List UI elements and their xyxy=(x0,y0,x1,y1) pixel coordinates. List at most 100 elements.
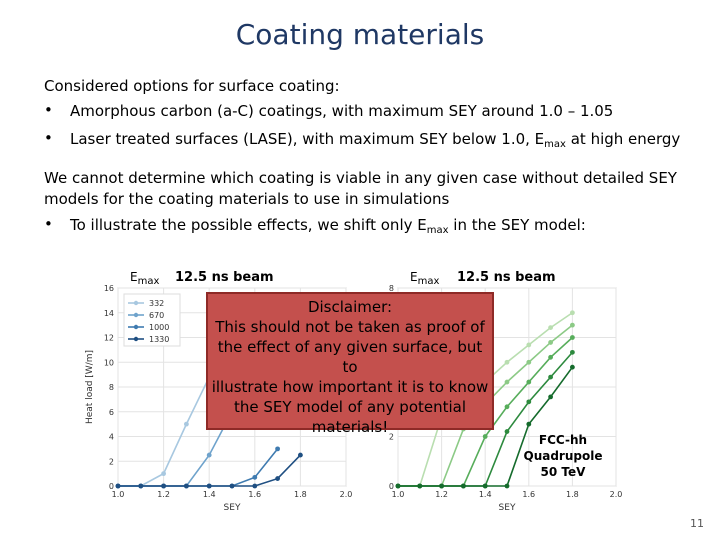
paragraph-line-2: models for the coating materials to use … xyxy=(44,190,450,208)
data-point xyxy=(138,483,144,489)
data-point xyxy=(184,483,189,489)
legend-box xyxy=(123,293,181,347)
data-point xyxy=(504,359,510,365)
data-point xyxy=(504,483,510,489)
data-point xyxy=(548,340,553,345)
intro-text: Considered options for surface coating: xyxy=(44,77,340,95)
bullet-marker: • xyxy=(44,101,53,119)
disclaimer-line: the SEY model of any potential xyxy=(233,398,467,416)
bullet-acoating: Amorphous carbon (a-C) coatings, with ma… xyxy=(70,102,614,120)
data-point xyxy=(206,483,212,489)
y-tick-label: 8 xyxy=(109,383,114,392)
x-tick-label: 2.0 xyxy=(610,490,622,499)
bullet-lase: Laser treated surfaces (LASE), with maxi… xyxy=(70,130,681,150)
x-tick-label: 1.2 xyxy=(435,490,448,499)
legend-marker xyxy=(133,336,139,342)
data-point xyxy=(526,359,532,365)
y-tick-label: 16 xyxy=(104,284,114,293)
disclaimer-heading: Disclaimer: xyxy=(307,298,393,316)
data-point xyxy=(548,374,553,380)
fcc-label: FCC-hh Quadrupole 50 TeV xyxy=(522,432,604,480)
x-tick-label: 1.2 xyxy=(157,490,170,499)
data-point xyxy=(526,342,532,348)
left-emax-label: Emax xyxy=(130,270,160,287)
bullet-illustrate: To illustrate the possible effects, we s… xyxy=(70,216,586,236)
data-point xyxy=(461,483,466,489)
page-number: 11 xyxy=(690,517,704,530)
data-point xyxy=(526,379,532,385)
x-tick-label: 1.0 xyxy=(392,490,405,499)
legend-marker xyxy=(133,312,139,318)
data-point xyxy=(184,421,189,427)
data-point xyxy=(482,434,488,439)
data-point xyxy=(229,483,235,489)
y-tick-label: 4 xyxy=(109,433,114,442)
data-point xyxy=(275,476,280,481)
y-tick-label: 2 xyxy=(389,433,394,442)
bullet-marker: • xyxy=(44,215,53,233)
bullet-marker: • xyxy=(44,129,53,147)
data-point xyxy=(252,483,258,489)
data-point xyxy=(417,483,423,489)
data-point xyxy=(439,483,444,489)
x-tick-label: 2.0 xyxy=(340,490,352,499)
data-point xyxy=(570,349,575,355)
disclaimer-box: Disclaimer: This should not be taken as … xyxy=(206,292,494,436)
data-point xyxy=(482,483,488,489)
y-tick-label: 6 xyxy=(109,408,114,417)
data-point xyxy=(570,310,575,316)
data-point xyxy=(504,379,510,385)
data-point xyxy=(275,446,280,452)
y-axis-label: Heat load [W/m] xyxy=(85,350,95,424)
y-tick-label: 0 xyxy=(389,482,394,491)
x-axis-label: SEY xyxy=(499,503,516,513)
x-tick-label: 1.4 xyxy=(479,490,492,499)
x-tick-label: 1.8 xyxy=(566,490,579,499)
x-tick-label: 1.6 xyxy=(522,490,535,499)
left-beam-label: 12.5 ns beam xyxy=(175,270,274,285)
disclaimer-line: illustrate how important it is to know xyxy=(211,378,489,396)
legend-label: 670 xyxy=(149,311,164,320)
slide-title: Coating materials xyxy=(235,18,485,51)
y-tick-label: 0 xyxy=(109,482,114,491)
legend-marker xyxy=(133,324,139,330)
y-tick-label: 10 xyxy=(104,358,114,367)
right-emax-label: Emax xyxy=(410,270,440,287)
y-tick-label: 14 xyxy=(104,309,114,318)
data-point xyxy=(115,483,121,489)
disclaimer-line: materials! xyxy=(311,418,389,436)
y-tick-label: 2 xyxy=(109,457,114,466)
fcc-machine: FCC-hh xyxy=(538,433,588,447)
disclaimer-line: This should not be taken as proof of xyxy=(215,318,485,336)
data-point xyxy=(504,404,510,410)
legend-marker xyxy=(133,300,139,306)
data-point xyxy=(206,452,212,458)
legend-label: 332 xyxy=(149,299,164,308)
data-point xyxy=(395,483,401,489)
fcc-energy: 50 TeV xyxy=(540,465,586,479)
data-point xyxy=(548,394,553,400)
x-tick-label: 1.0 xyxy=(112,490,125,499)
paragraph-line-1: We cannot determine which coating is via… xyxy=(44,169,677,187)
data-point xyxy=(526,421,532,427)
data-point xyxy=(526,399,532,405)
data-point xyxy=(548,325,553,330)
data-point xyxy=(570,335,575,340)
legend-label: 1000 xyxy=(149,323,169,332)
x-axis-label: SEY xyxy=(224,503,241,513)
data-point xyxy=(504,429,510,434)
disclaimer-line: the effect of any given surface, but to xyxy=(217,338,483,376)
data-point xyxy=(298,452,303,458)
data-point xyxy=(570,364,575,370)
data-point xyxy=(161,471,166,477)
right-beam-label: 12.5 ns beam xyxy=(457,270,556,285)
fcc-magnet: Quadrupole xyxy=(523,449,603,463)
data-point xyxy=(570,322,575,328)
x-tick-label: 1.8 xyxy=(294,490,307,499)
legend-label: 1330 xyxy=(149,335,169,344)
y-tick-label: 12 xyxy=(104,334,114,343)
data-point xyxy=(161,483,166,489)
data-point xyxy=(252,474,258,480)
x-tick-label: 1.4 xyxy=(203,490,216,499)
y-tick-label: 8 xyxy=(389,284,394,293)
